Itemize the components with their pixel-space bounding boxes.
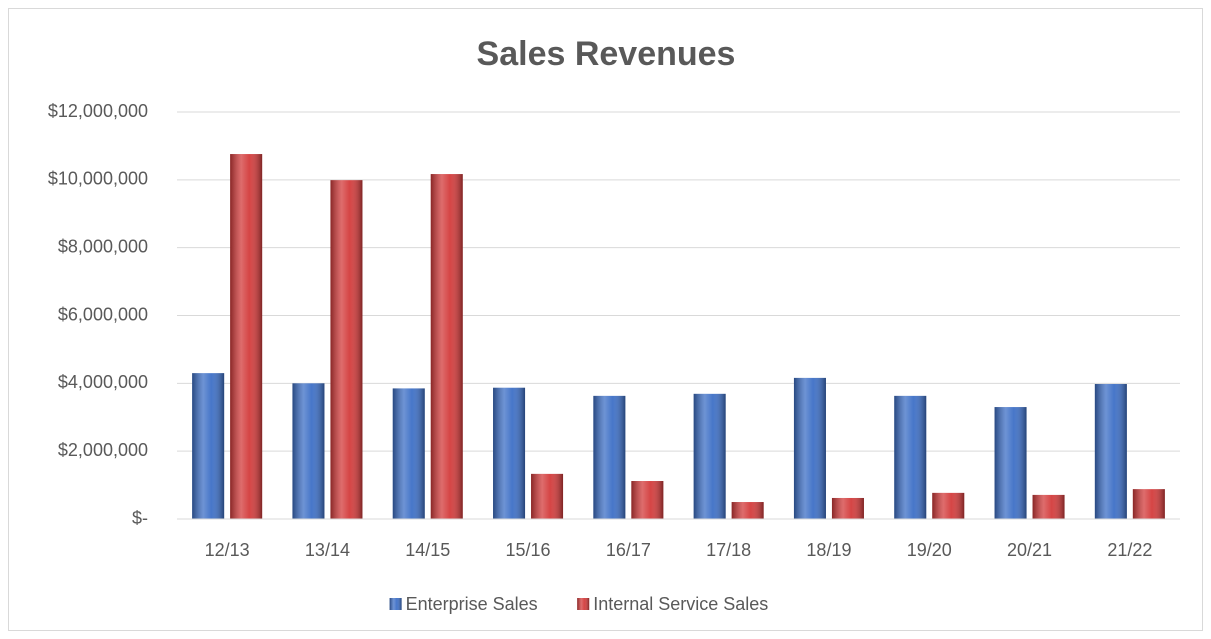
- bar-shade: [493, 387, 526, 519]
- y-tick-label: $12,000,000: [48, 101, 148, 121]
- chart-border: [8, 8, 1203, 631]
- bar-shade: [793, 377, 826, 519]
- x-tick-label: 17/18: [706, 540, 751, 560]
- y-tick-label: $8,000,000: [58, 236, 148, 256]
- x-tick-label: 21/22: [1107, 540, 1152, 560]
- bar-shade: [994, 407, 1027, 519]
- bar-shade: [531, 473, 564, 519]
- chart-title: Sales Revenues: [477, 35, 736, 73]
- y-tick-label: $-: [132, 508, 148, 528]
- y-tick-label: $10,000,000: [48, 169, 148, 189]
- bar-shade: [1032, 494, 1065, 519]
- bar-shade: [230, 154, 263, 519]
- bar-shade: [693, 393, 726, 519]
- bar-shade: [1094, 384, 1127, 519]
- bar-shade: [731, 502, 764, 519]
- bar-shade: [330, 180, 363, 520]
- bar-shade: [894, 395, 927, 519]
- bar-shade: [192, 373, 225, 519]
- x-tick-label: 16/17: [606, 540, 651, 560]
- x-tick-label: 19/20: [907, 540, 952, 560]
- legend-swatch-shade: [577, 598, 590, 610]
- bar-shade: [593, 395, 626, 519]
- bar-shade: [392, 388, 425, 519]
- legend-label: Internal Service Sales: [593, 594, 768, 614]
- bar-shade: [292, 383, 325, 519]
- bar-shade: [430, 174, 463, 519]
- x-tick-label: 20/21: [1007, 540, 1052, 560]
- y-tick-label: $4,000,000: [58, 372, 148, 392]
- x-tick-label: 12/13: [205, 540, 250, 560]
- x-tick-label: 18/19: [806, 540, 851, 560]
- x-tick-label: 13/14: [305, 540, 350, 560]
- y-tick-label: $6,000,000: [58, 304, 148, 324]
- legend-label: Enterprise Sales: [406, 594, 538, 614]
- x-tick-label: 14/15: [405, 540, 450, 560]
- bar-shade: [932, 492, 965, 519]
- x-tick-label: 15/16: [506, 540, 551, 560]
- bar-shade: [1132, 489, 1165, 519]
- legend-swatch-shade: [389, 598, 402, 610]
- y-tick-label: $2,000,000: [58, 440, 148, 460]
- bar-shade: [831, 497, 864, 519]
- bar-shade: [631, 481, 664, 519]
